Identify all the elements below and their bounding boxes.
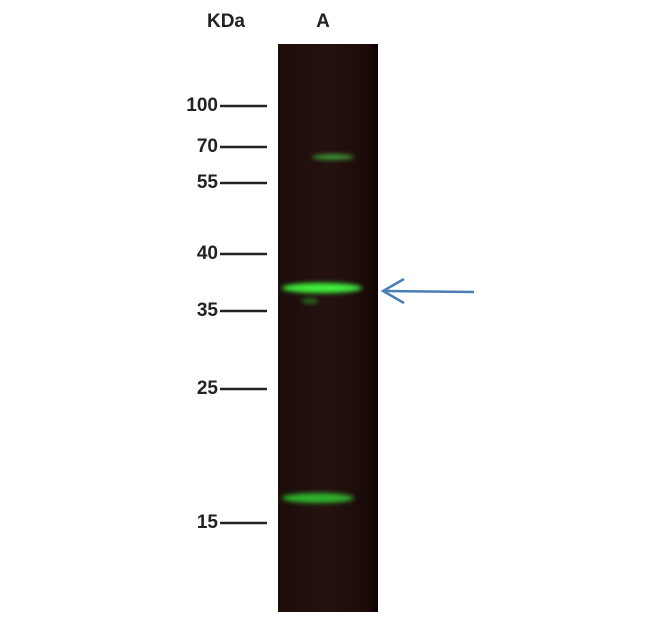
marker-label: 25: [197, 378, 219, 399]
marker-label: 100: [186, 95, 218, 116]
bands: [282, 154, 362, 503]
marker-label: 40: [197, 243, 218, 264]
band: [282, 493, 354, 503]
marker-label: 35: [197, 300, 219, 321]
unit-label: KDa: [207, 11, 245, 32]
band: [302, 299, 318, 303]
blot-lane: [278, 44, 378, 612]
band: [312, 154, 354, 160]
marker-ladder: 100 70 55 40 35 25 15: [186, 95, 267, 533]
marker-label: 70: [197, 136, 218, 157]
marker-label: 55: [197, 172, 219, 193]
lane-label: A: [316, 11, 330, 32]
arrow: [380, 277, 475, 305]
marker-label: 15: [197, 512, 219, 533]
band: [282, 283, 362, 293]
